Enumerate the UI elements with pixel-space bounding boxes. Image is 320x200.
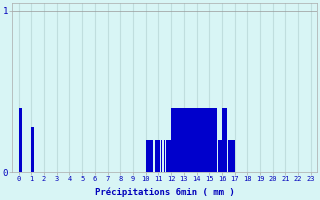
Bar xyxy=(161,140,162,172)
Bar xyxy=(204,108,205,172)
Bar xyxy=(188,108,189,172)
Bar xyxy=(214,108,216,172)
Bar xyxy=(181,108,182,172)
Bar xyxy=(182,108,184,172)
Bar xyxy=(19,108,20,172)
Bar xyxy=(21,108,22,172)
Bar xyxy=(184,108,185,172)
Bar xyxy=(228,140,229,172)
Bar xyxy=(33,127,34,172)
Bar xyxy=(175,108,176,172)
Bar xyxy=(20,108,21,172)
Bar xyxy=(203,108,204,172)
Bar xyxy=(207,108,208,172)
Bar xyxy=(194,108,195,172)
Bar xyxy=(157,140,158,172)
Bar xyxy=(229,140,231,172)
Bar xyxy=(176,108,178,172)
Bar xyxy=(166,140,167,172)
Bar xyxy=(225,108,226,172)
Bar xyxy=(189,108,190,172)
Bar xyxy=(220,140,221,172)
Bar xyxy=(199,108,200,172)
Bar xyxy=(232,140,233,172)
Bar xyxy=(158,140,160,172)
Bar xyxy=(164,140,165,172)
Bar xyxy=(221,140,222,172)
Bar xyxy=(172,108,174,172)
Bar xyxy=(216,108,217,172)
Bar xyxy=(196,108,198,172)
Bar xyxy=(233,140,235,172)
Bar xyxy=(151,140,152,172)
Bar xyxy=(178,108,179,172)
X-axis label: Précipitations 6min ( mm ): Précipitations 6min ( mm ) xyxy=(95,188,235,197)
Bar xyxy=(213,108,214,172)
Bar xyxy=(202,108,203,172)
Bar xyxy=(149,140,151,172)
Bar xyxy=(171,108,172,172)
Bar xyxy=(169,140,170,172)
Bar xyxy=(148,140,149,172)
Bar xyxy=(179,108,180,172)
Bar xyxy=(185,108,186,172)
Bar xyxy=(147,140,148,172)
Bar xyxy=(174,108,175,172)
Bar xyxy=(167,140,169,172)
Bar xyxy=(212,108,213,172)
Bar xyxy=(180,108,181,172)
Bar xyxy=(195,108,196,172)
Bar xyxy=(226,108,227,172)
Bar xyxy=(193,108,194,172)
Bar xyxy=(155,140,156,172)
Bar xyxy=(152,140,153,172)
Bar xyxy=(170,140,171,172)
Bar xyxy=(156,140,157,172)
Bar xyxy=(222,108,223,172)
Bar xyxy=(198,108,199,172)
Bar xyxy=(186,108,188,172)
Bar xyxy=(223,108,225,172)
Bar xyxy=(211,108,212,172)
Bar xyxy=(31,127,33,172)
Bar xyxy=(146,140,147,172)
Bar xyxy=(209,108,211,172)
Bar xyxy=(205,108,207,172)
Bar xyxy=(218,140,220,172)
Bar xyxy=(190,108,191,172)
Bar xyxy=(191,108,193,172)
Bar xyxy=(231,140,232,172)
Bar xyxy=(208,108,209,172)
Bar xyxy=(200,108,202,172)
